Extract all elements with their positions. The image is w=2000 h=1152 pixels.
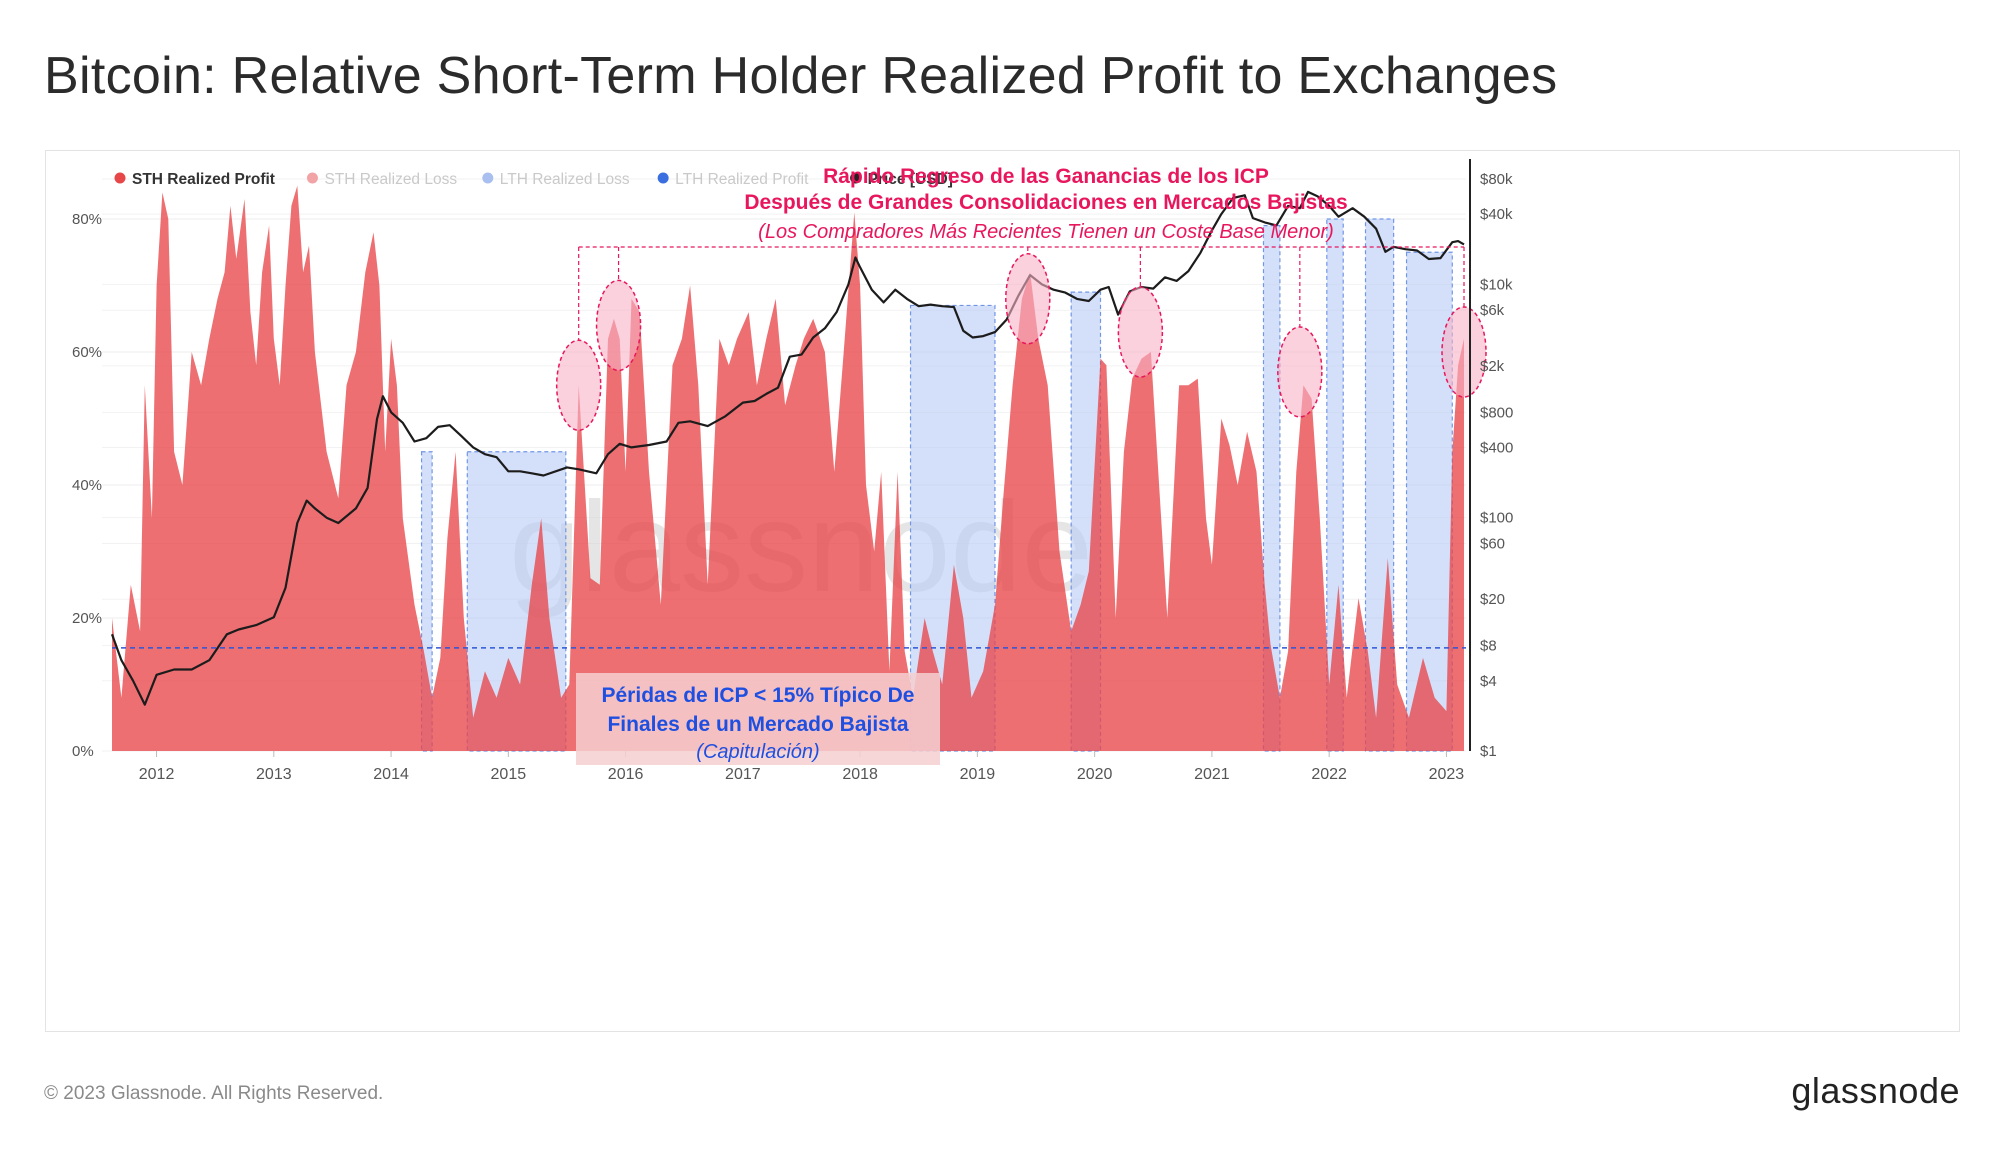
y-right-tick-label: $60 (1480, 536, 1505, 553)
page-title: Bitcoin: Relative Short-Term Holder Real… (44, 47, 1558, 105)
legend-swatch-4 (850, 172, 862, 184)
y-left-tick-label: 40% (72, 477, 102, 494)
x-tick-label: 2013 (256, 766, 292, 783)
y-right-tick-label: $400 (1480, 439, 1513, 456)
legend-item-1[interactable]: STH Realized Loss (324, 171, 457, 188)
lth-loss-region-7 (1405, 251, 1453, 752)
y-right-tick-label: $80k (1480, 171, 1513, 188)
legend-swatch-1 (306, 172, 318, 184)
annotation-top-line3: (Los Compradores Más Recientes Tienen un… (758, 221, 1334, 243)
legend: STH Realized Profit STH Realized Loss LTH … (114, 171, 953, 188)
annotation-bottom: Péridas de ICP < 15% Típico De Finales de… (576, 673, 940, 765)
x-tick-label: 2018 (842, 766, 878, 783)
y-right-tick-label: $10k (1480, 276, 1513, 293)
legend-swatch-0 (114, 172, 126, 184)
x-tick-label: 2023 (1429, 766, 1465, 783)
highlight-marker-2 (1005, 253, 1051, 345)
y-right-tick-label: $100 (1480, 510, 1513, 527)
annotation-top-line1: Rápido Regreso de las Ganancias de los I… (823, 165, 1269, 188)
annotation-bottom-line1: Péridas de ICP < 15% Típico De (602, 684, 915, 707)
highlight-markers (555, 246, 1487, 431)
y-right-tick-label: $4 (1480, 673, 1497, 690)
y-right-tick-label: $8 (1480, 638, 1497, 655)
y-right-tick-label: $20 (1480, 591, 1505, 608)
legend-swatch-3 (657, 172, 669, 184)
legend-item-2[interactable]: LTH Realized Loss (500, 171, 630, 188)
y-right-tick-label: $800 (1480, 404, 1513, 421)
highlight-marker-3 (1117, 286, 1164, 378)
legend-item-3[interactable]: LTH Realized Profit (675, 171, 809, 188)
price-series (110, 190, 1465, 706)
highlight-marker-0 (555, 339, 602, 431)
y-left-tick-label: 80% (72, 211, 102, 228)
x-tick-label: 2021 (1194, 766, 1230, 783)
x-axis: 2012 2013 2014 2015 2016 2017 2018 2019 2020 2021… (139, 751, 1465, 783)
y-right-tick-label: $6k (1480, 302, 1505, 319)
annotation-top: Rápido Regreso de las Ganancias de los I… (744, 165, 1347, 243)
glassnode-logo[interactable]: glassnode (1791, 1070, 1960, 1111)
highlight-marker-1 (595, 279, 642, 372)
sth-profit-series (112, 185, 1464, 752)
x-tick-label: 2015 (491, 766, 527, 783)
annotation-bottom-line3: (Capitulación) (696, 741, 819, 763)
x-tick-label: 2022 (1311, 766, 1347, 783)
highlight-marker-5 (1441, 306, 1487, 398)
y-right-tick-label: $1 (1480, 743, 1497, 760)
annotation-bottom-box (576, 673, 940, 765)
y-axis-left: 0% 20% 40% 60% 80% (72, 211, 102, 760)
highlight-marker-4 (1277, 326, 1323, 418)
x-tick-label: 2020 (1077, 766, 1113, 783)
y-right-tick-label: $40k (1480, 206, 1513, 223)
sth-profit-area (112, 185, 1464, 752)
y-left-tick-label: 20% (72, 610, 102, 627)
annotation-top-line2: Después de Grandes Consolidaciones en Me… (744, 191, 1347, 214)
legend-item-0[interactable]: STH Realized Profit (132, 171, 275, 188)
x-tick-label: 2017 (725, 766, 761, 783)
price-line (110, 190, 1465, 706)
legend-item-4[interactable]: Price [USD] (868, 171, 953, 188)
annotation-bottom-line2: Finales de un Mercado Bajista (607, 713, 908, 736)
chart-panel: glassnode 201220132014201520162017201820… (45, 150, 1960, 1032)
x-tick-label: 2012 (139, 766, 175, 783)
x-tick-label: 2014 (373, 766, 409, 783)
y-left-tick-label: 60% (72, 344, 102, 361)
x-tick-label: 2019 (960, 766, 996, 783)
y-right-tick-label: $2k (1480, 358, 1505, 375)
chart-svg: glassnode 201220132014201520162017201820… (72, 159, 1513, 783)
y-left-tick-label: 0% (72, 743, 94, 760)
x-tick-label: 2016 (608, 766, 644, 783)
copyright-text: © 2023 Glassnode. All Rights Reserved. (44, 1083, 384, 1104)
legend-swatch-2 (482, 172, 494, 184)
y-axis-right: $1 $4 $8 $20 $60 $100 $400 $800 $2k $6k $10k $40k $8… (1469, 159, 1513, 760)
